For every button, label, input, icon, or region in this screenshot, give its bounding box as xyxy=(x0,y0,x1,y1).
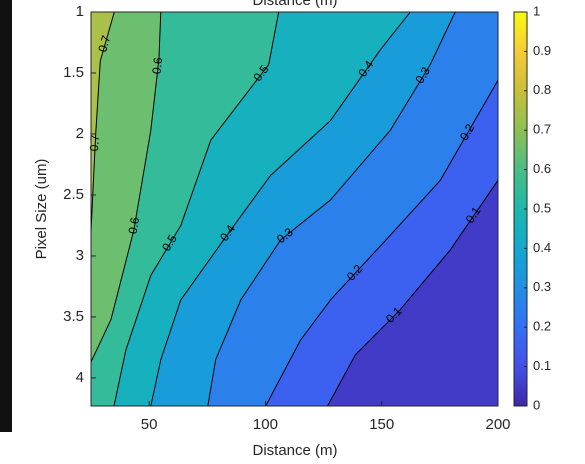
contour-line xyxy=(207,11,456,407)
y-axis-label: Pixel Size (um) xyxy=(33,159,50,260)
y-tick-label: 4 xyxy=(76,369,84,386)
colorbar-tick-label: 0.1 xyxy=(533,358,551,373)
contour-label: 0.7 xyxy=(95,33,113,53)
contour-line xyxy=(90,11,115,232)
y-tick-label: 2 xyxy=(76,125,84,142)
contour-line xyxy=(327,180,499,407)
x-tick-label: 150 xyxy=(369,416,394,433)
contour-line xyxy=(265,80,499,407)
contour-label: 0.7 xyxy=(87,134,102,152)
x-tick-label: 50 xyxy=(141,416,158,433)
colorbar-tick-label: 0.6 xyxy=(533,161,551,176)
y-tick-label: 1 xyxy=(76,3,84,20)
chart-title: Distance (m) xyxy=(252,0,337,9)
axes-box xyxy=(90,11,499,407)
y-tick-label: 2.5 xyxy=(63,186,84,203)
y-tick-label: 3 xyxy=(76,247,84,264)
contour-label: 0.6 xyxy=(150,56,166,74)
contour-line xyxy=(113,11,280,407)
background-strip xyxy=(0,0,12,432)
colorbar-tick-label: 0.9 xyxy=(533,43,551,58)
colorbar-tick-label: 0.7 xyxy=(533,122,551,137)
contour-label: 0.6 xyxy=(126,216,143,235)
x-axis-label: Distance (m) xyxy=(252,442,337,459)
contour-region xyxy=(327,180,498,406)
x-tick-label: 200 xyxy=(485,416,510,433)
colorbar-tick-label: 0.2 xyxy=(533,319,551,334)
colorbar-tick-label: 0.3 xyxy=(533,279,551,294)
colorbar-tick-label: 0.5 xyxy=(533,200,551,215)
colorbar-tick-label: 1 xyxy=(533,3,540,18)
y-tick-label: 1.5 xyxy=(63,64,84,81)
contour-line xyxy=(90,11,162,363)
plot-area: 0.70.70.60.60.50.50.40.40.30.30.20.20.10… xyxy=(87,11,499,407)
contour-line xyxy=(150,11,411,407)
colorbar-tick-label: 0.8 xyxy=(533,82,551,97)
colorbar-tick-label: 0.4 xyxy=(533,240,551,255)
y-tick-label: 3.5 xyxy=(63,308,84,325)
colorbar-tick-label: 0 xyxy=(533,397,540,412)
x-tick-label: 100 xyxy=(253,416,278,433)
